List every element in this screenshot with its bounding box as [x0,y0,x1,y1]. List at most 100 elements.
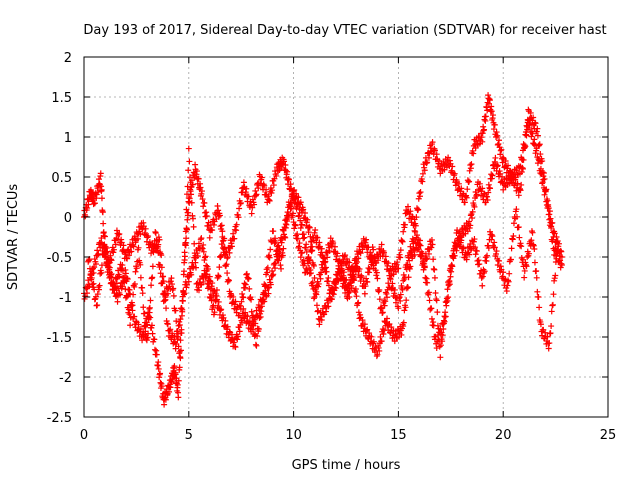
data-point [120,242,127,249]
data-point [364,326,371,333]
data-point [116,230,123,237]
data-point [181,268,188,275]
data-point [274,243,281,250]
data-point [433,151,440,158]
data-point [178,330,185,337]
data-point [481,268,488,275]
x-tick-label: 20 [495,428,512,443]
data-point [486,97,493,104]
data-point [278,165,285,172]
data-point [436,329,443,336]
data-point [346,288,353,295]
data-point [266,254,273,261]
data-point [425,289,432,296]
data-point [224,270,231,277]
data-point [239,319,246,326]
data-point [287,186,294,193]
y-tick-label: 0.5 [51,171,72,186]
data-point [236,328,243,335]
data-point [451,170,458,177]
data-point [234,333,241,340]
data-point [506,270,513,277]
data-point [489,233,496,240]
data-point [170,285,177,292]
data-point [431,147,438,154]
data-point [199,196,206,203]
data-point [185,167,192,174]
data-point [135,244,142,251]
data-point [376,347,383,354]
data-point [301,209,308,216]
data-point [94,302,101,309]
data-point [270,182,277,189]
data-point [174,381,181,388]
data-point [529,229,536,236]
data-point [171,363,178,370]
data-point [99,209,106,216]
data-point [149,274,156,281]
data-point [298,249,305,256]
data-point [91,264,98,271]
data-point [491,244,498,251]
data-point [525,250,532,257]
data-point [521,267,528,274]
data-point [156,236,163,243]
data-point [288,205,295,212]
data-point [142,225,149,232]
data-point [116,273,123,280]
data-point [558,262,565,268]
data-point [182,228,189,235]
data-point [169,281,176,288]
data-point [531,246,538,253]
data-point [346,293,353,300]
data-point [403,297,410,304]
data-point [213,287,220,294]
data-point [411,251,418,258]
data-point [139,290,146,297]
data-point [290,210,297,217]
data-point [232,344,239,351]
data-point [539,158,546,165]
data-point [469,208,476,215]
data-point [323,268,330,275]
data-point [487,185,494,192]
data-point [352,285,359,292]
data-point [484,197,491,204]
data-point [119,283,126,290]
data-point [122,270,129,277]
data-point [178,347,185,354]
data-point [463,194,470,201]
data-point [202,253,209,260]
plot-frame [83,56,609,418]
data-point [496,137,503,144]
data-point [519,165,526,172]
data-point [412,228,419,235]
data-point [211,309,218,316]
data-point [399,286,406,293]
data-point [523,263,530,270]
data-point [195,175,202,182]
data-point [248,308,255,315]
data-point [291,186,298,193]
data-point [183,206,190,213]
data-point [221,251,228,258]
data-point [90,280,97,287]
y-tick-label: -0.5 [47,251,72,266]
data-point [307,270,314,277]
data-point [353,293,360,300]
data-point [479,138,486,145]
data-point [192,252,199,259]
axis-ticks: 0 5 10 15 20 25 -2.5 -2 -1.5 -1 -0.5 0 0.5 1 1.5 2 [47,51,617,443]
data-point [334,250,341,257]
data-point [240,184,247,191]
data-point [374,351,381,358]
data-point [301,234,308,241]
data-point [192,264,199,271]
data-point [413,214,420,221]
data-point [445,294,452,301]
data-point [437,354,444,361]
data-point [382,298,389,305]
data-point [261,182,268,189]
data-point [469,215,476,222]
data-point [531,259,538,266]
